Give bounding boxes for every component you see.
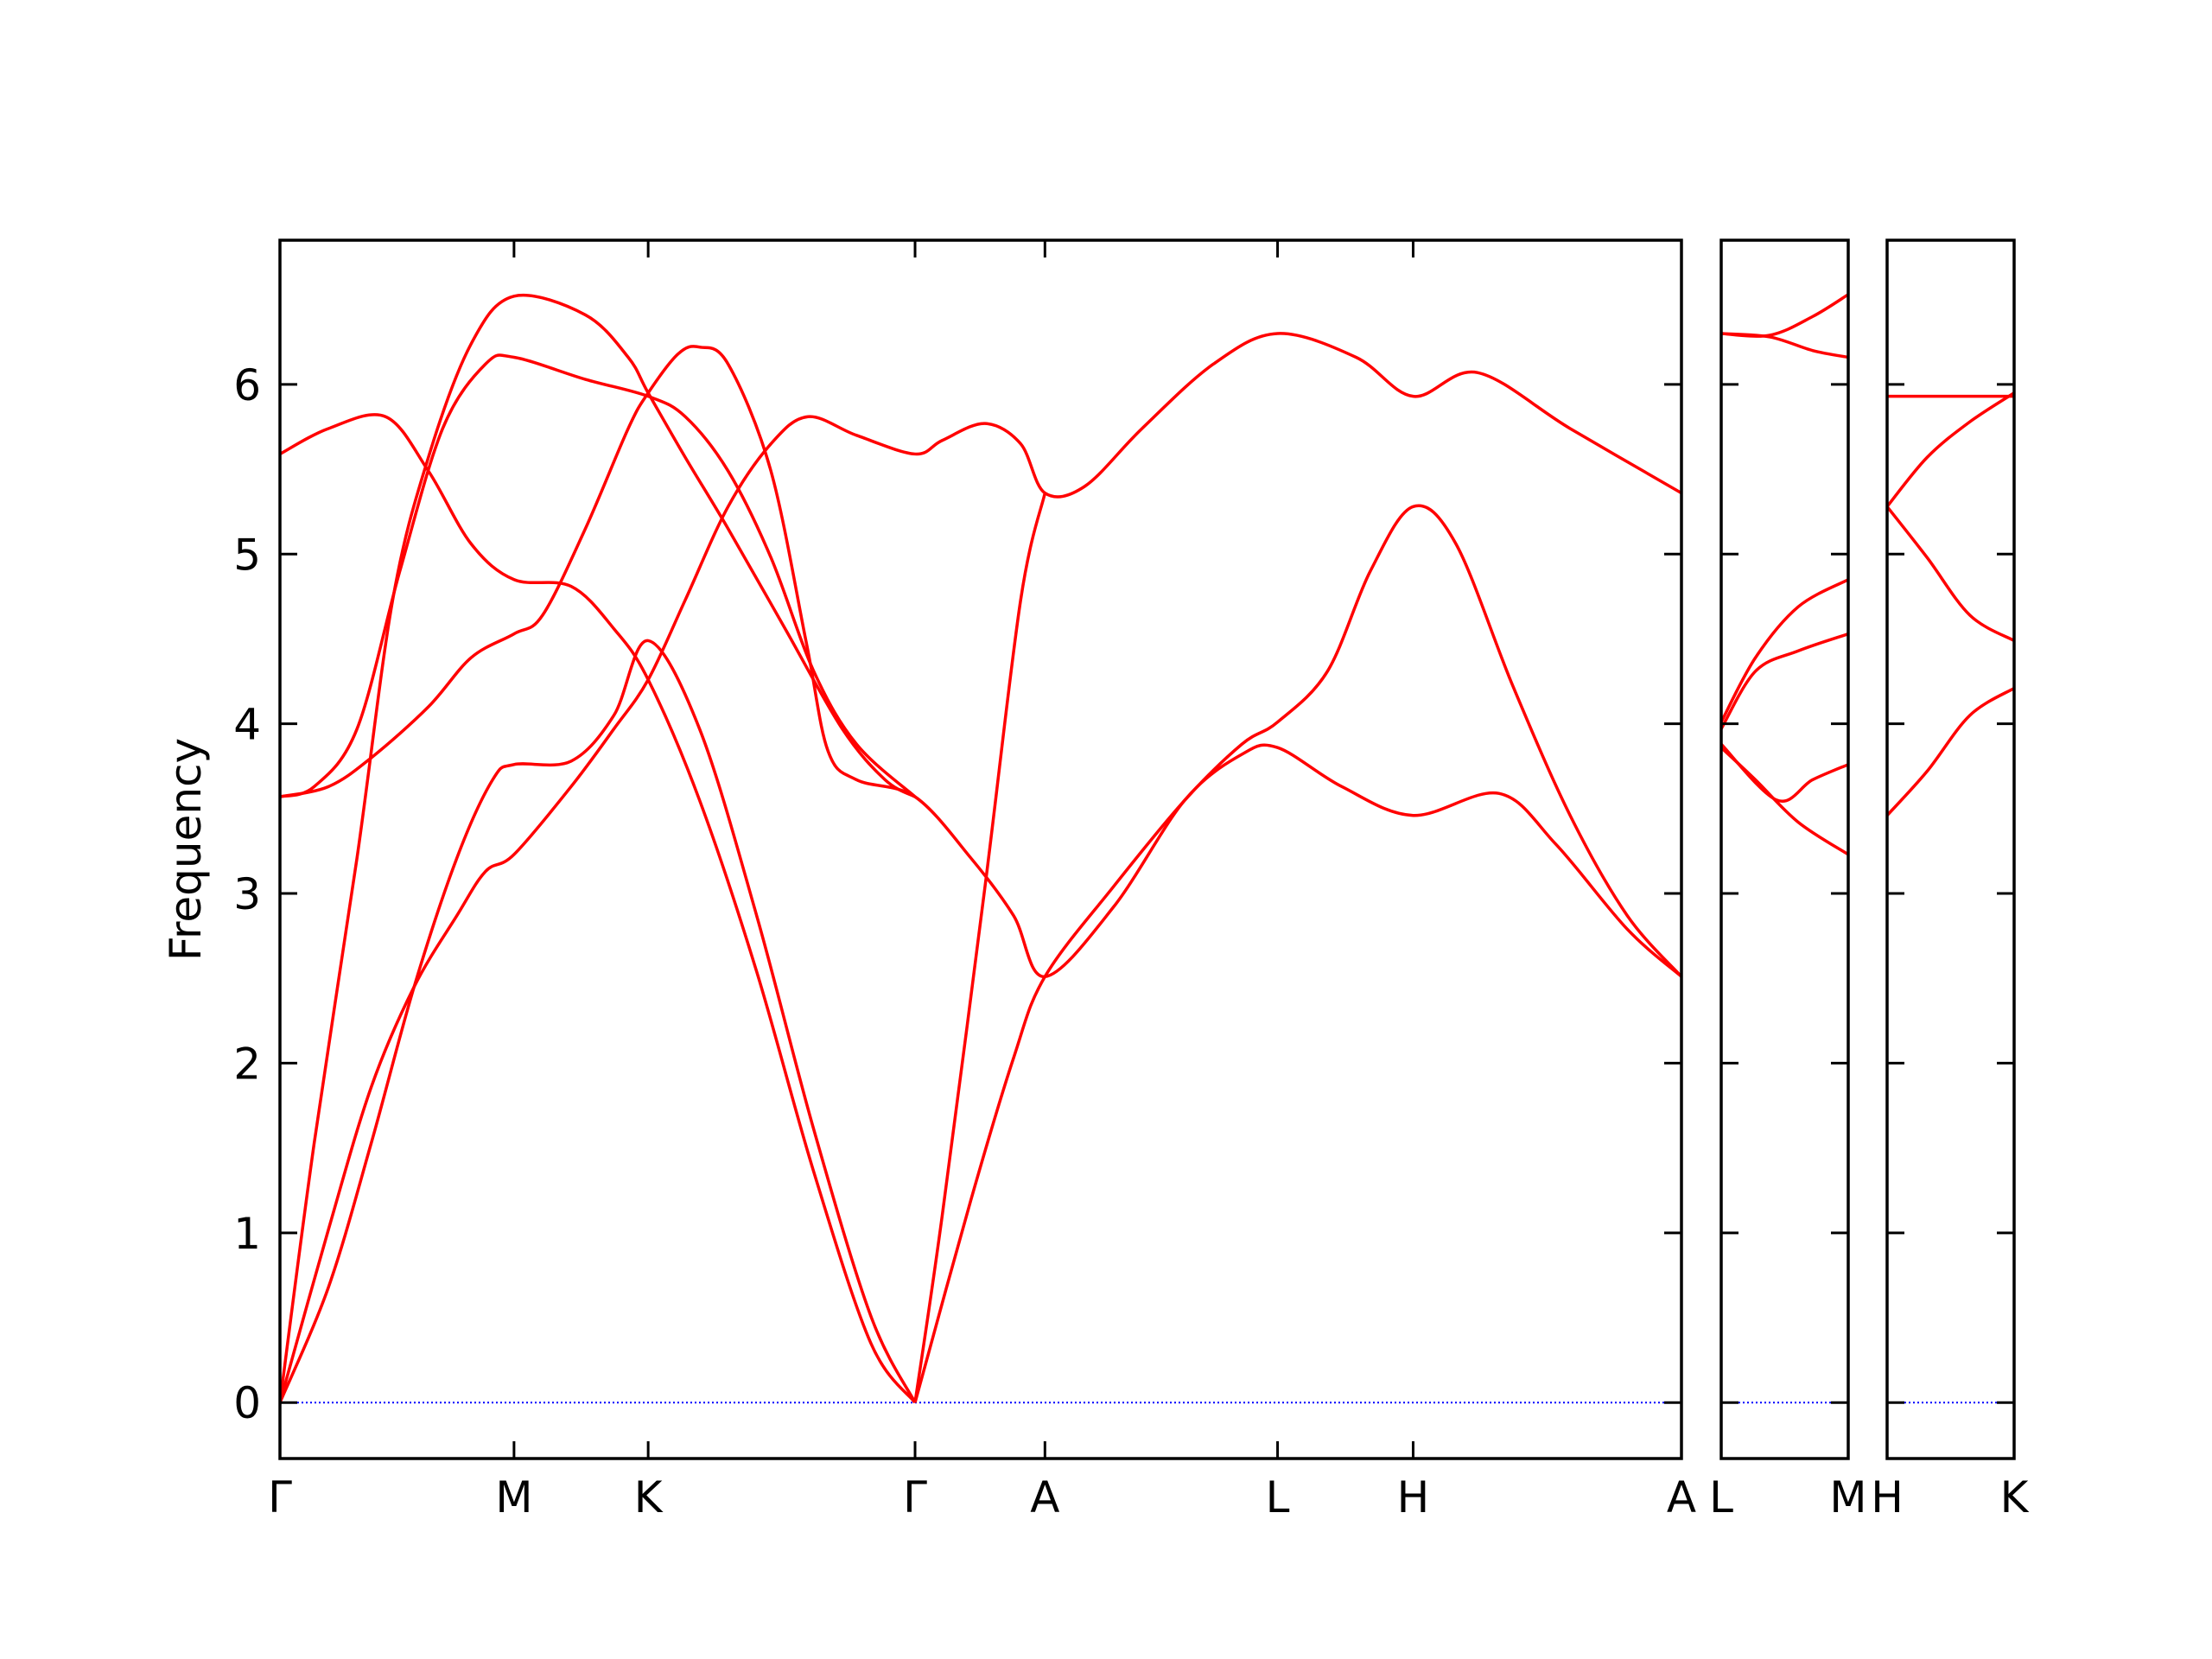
x-tick-label: K [634,1472,664,1522]
axes-frame [278,238,1683,1460]
y-tick-label: 5 [233,530,261,580]
y-tick-label: 0 [233,1378,261,1428]
band-line [280,353,917,798]
y-tick-label: 4 [233,700,261,750]
x-tick-label: L [1266,1472,1290,1522]
y-tick-label: 3 [233,869,261,919]
band-line [1887,505,2014,642]
y-tick-label: 2 [233,1039,261,1089]
axes-frame [1719,238,1850,1460]
y-axis-label: Frequency [161,738,211,961]
x-tick-label: A [1667,1472,1696,1522]
x-tick-label: H [1871,1472,1904,1522]
x-tick-label: Γ [903,1472,927,1522]
band-line [280,639,917,1403]
axes-frame [1885,238,2016,1460]
x-tick-label: H [1397,1472,1430,1522]
band-line [1887,391,2014,508]
band-line [1721,332,1848,359]
band-line [1721,578,1848,723]
band-line [1721,632,1848,730]
band-line [280,293,916,1403]
band-line [1721,746,1848,856]
band-line [913,504,1681,1403]
x-tick-label: K [2000,1472,2030,1522]
band-line [280,332,1681,1403]
x-tick-label: L [1709,1472,1733,1522]
band-line [280,413,917,1404]
band-line [280,345,1681,979]
x-tick-label: M [495,1472,532,1522]
x-tick-label: A [1030,1472,1059,1522]
y-tick-label: 1 [233,1209,261,1259]
x-tick-label: M [1829,1472,1866,1522]
y-tick-label: 6 [233,360,261,410]
band-line [1887,686,2014,817]
x-tick-label: Γ [268,1472,292,1522]
band-line [913,493,1047,1403]
